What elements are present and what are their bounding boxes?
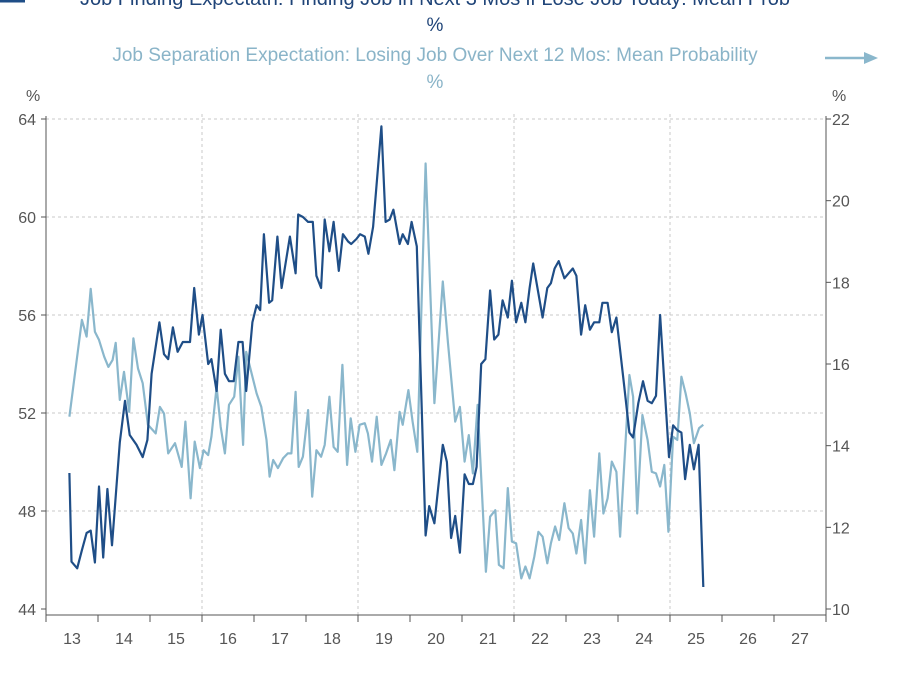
left-axis-tick-label: 48 [18, 504, 36, 521]
right-axis-unit: % [832, 88, 847, 105]
x-axis-tick-label: 13 [63, 631, 81, 648]
x-axis-tick-label: 26 [739, 631, 757, 648]
legend-series-2-unit: % [426, 72, 444, 93]
left-axis-tick-label: 60 [18, 210, 36, 227]
x-axis-tick-label: 24 [635, 631, 653, 648]
x-axis-tick-label: 14 [115, 631, 133, 648]
series-job-separation-line [68, 162, 704, 580]
right-axis-tick-label: 18 [832, 275, 850, 292]
right-axis-tick-label: 10 [832, 602, 850, 619]
right-axis-tick-label: 16 [832, 357, 850, 374]
right-axis-tick-label: 14 [832, 439, 850, 456]
x-axis-tick-label: 19 [375, 631, 393, 648]
left-axis-tick-label: 56 [18, 308, 36, 325]
x-axis-tick-label: 15 [167, 631, 185, 648]
left-axis-tick-label: 52 [18, 406, 36, 423]
x-axis-tick-label: 27 [791, 631, 809, 648]
legend-series-2-arrow-icon [825, 52, 878, 64]
left-axis-unit: % [26, 88, 41, 105]
right-axis-tick-label: 20 [832, 194, 850, 211]
x-axis-tick-label: 16 [219, 631, 237, 648]
right-axis-tick-label: 12 [832, 520, 850, 537]
series-job-finding-line [68, 125, 705, 588]
x-axis-tick-label: 18 [323, 631, 341, 648]
x-axis-tick-label: 20 [427, 631, 445, 648]
legend-series-2-label: Job Separation Expectation: Losing Job O… [112, 45, 758, 66]
x-axis-tick-label: 23 [583, 631, 601, 648]
left-axis-tick-label: 44 [18, 602, 36, 619]
legend-series-1-unit: % [426, 15, 444, 36]
left-axis-tick-label: 64 [18, 112, 36, 129]
x-axis-tick-label: 25 [687, 631, 705, 648]
legend-series-1-label: Job Finding Expectatn: Finding Job in Ne… [0, 0, 870, 11]
x-axis-tick-label: 22 [531, 631, 549, 648]
x-axis-tick-label: 17 [271, 631, 289, 648]
x-axis-tick-label: 21 [479, 631, 497, 648]
right-axis-tick-label: 22 [832, 112, 850, 129]
